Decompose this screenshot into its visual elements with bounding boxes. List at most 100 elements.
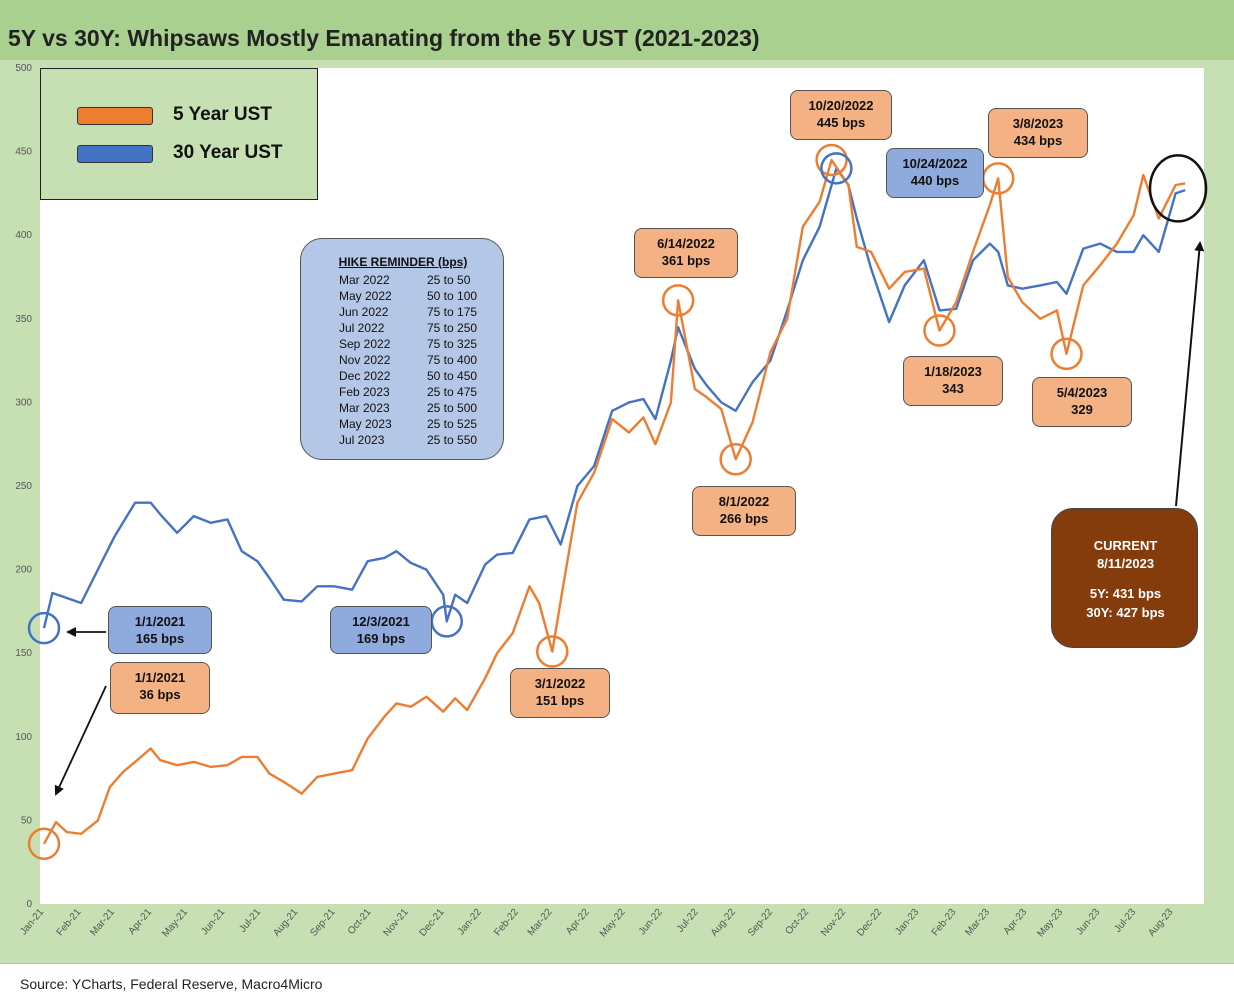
annotation-date: 1/18/2023 — [924, 364, 982, 379]
source-bar — [0, 963, 1234, 1001]
hike-month: May 2022 — [339, 289, 392, 303]
annotation-date: 1/1/2021 — [134, 614, 186, 629]
annotation-5y-mar22: 3/1/2022 151 bps — [510, 668, 610, 718]
x-tick-label: Jul-23 — [1112, 907, 1138, 935]
annotation-value: 165 bps — [135, 631, 185, 646]
y-tick-label: 450 — [15, 147, 32, 158]
x-tick-label: Jul-21 — [237, 907, 263, 935]
annotation-30y-dec21: 12/3/2021 169 bps — [330, 606, 432, 654]
legend-label-30y: 30 Year UST — [173, 142, 283, 163]
hike-row: Feb 2023 25 to 475 — [339, 385, 489, 401]
y-tick-label: 500 — [15, 63, 32, 74]
current-label: CURRENT — [1093, 538, 1158, 553]
y-tick-label: 350 — [15, 314, 32, 325]
hike-amount: 75 to 325 — [427, 337, 478, 351]
annotation-value: 169 bps — [356, 631, 406, 646]
hike-reminder-title: HIKE REMINDER (bps) — [338, 255, 468, 269]
annotation-value: 445 bps — [816, 115, 866, 130]
annotation-date: 10/20/2022 — [808, 98, 874, 113]
legend: 5 Year UST 30 Year UST — [40, 68, 318, 200]
hike-month: Jul 2022 — [339, 321, 385, 335]
annotation-date: 8/1/2022 — [718, 494, 770, 509]
series-line-5y — [42, 158, 1186, 845]
y-tick-label: 100 — [15, 732, 32, 743]
x-tick-label: Mar-22 — [526, 907, 555, 939]
x-tick-label: Feb-22 — [492, 907, 521, 939]
annotation-5y-jan23: 1/18/2023 343 — [903, 356, 1003, 406]
highlight-circle — [1050, 337, 1083, 371]
x-tick-label: Apr-23 — [1002, 907, 1030, 937]
hike-row: Mar 2022 25 to 50 — [339, 273, 489, 289]
hike-row: Mar 2023 25 to 500 — [339, 401, 489, 417]
legend-label-5y: 5 Year UST — [173, 104, 272, 125]
annotation-value: 343 — [942, 381, 964, 396]
x-tick-label: Jan-21 — [18, 907, 46, 938]
hike-amount: 25 to 550 — [427, 433, 478, 447]
hike-row: May 2022 50 to 100 — [339, 289, 489, 305]
annotation-30y-start: 1/1/2021 165 bps — [108, 606, 212, 654]
annotation-date: 5/4/2023 — [1056, 385, 1108, 400]
annotation-value: 361 bps — [661, 253, 711, 268]
x-tick-label: Jun-22 — [637, 907, 665, 938]
annotation-value: 266 bps — [719, 511, 769, 526]
hike-row: Dec 2022 50 to 450 — [339, 369, 489, 385]
hike-month: Mar 2023 — [339, 401, 390, 415]
x-tick-label: Oct-22 — [783, 907, 811, 937]
y-tick-label: 150 — [15, 648, 32, 659]
x-tick-label: Jun-21 — [199, 907, 227, 938]
legend-swatch-30y — [77, 145, 153, 163]
legend-swatch-5y — [77, 107, 153, 125]
current-30y-value: 30Y: 427 bps — [1086, 605, 1165, 620]
x-tick-label: Nov-21 — [382, 907, 411, 939]
hike-row: Sep 2022 75 to 325 — [339, 337, 489, 353]
hike-row: May 2023 25 to 525 — [339, 417, 489, 433]
current-values-box: CURRENT 8/11/2023 5Y: 431 bps 30Y: 427 b… — [1051, 508, 1198, 648]
plot-area — [40, 68, 1204, 904]
x-tick-label: Jul-22 — [675, 907, 701, 935]
annotation-value: 329 — [1071, 402, 1093, 417]
x-tick-label: Apr-22 — [564, 907, 592, 937]
x-tick-label: Feb-23 — [930, 907, 959, 939]
series-line-30y — [42, 167, 1186, 629]
hike-amount: 75 to 175 — [427, 305, 478, 319]
x-tick-label: Jun-23 — [1074, 907, 1102, 938]
hike-month: Feb 2023 — [339, 385, 390, 399]
annotation-date: 10/24/2022 — [902, 156, 968, 171]
x-tick-label: Aug-21 — [271, 907, 300, 939]
hike-amount: 25 to 50 — [427, 273, 471, 287]
arrow-current — [1175, 241, 1205, 507]
annotation-value: 440 bps — [910, 173, 960, 188]
annotation-5y-mar23: 3/8/2023 434 bps — [988, 108, 1088, 158]
x-tick-label: Mar-21 — [88, 907, 117, 939]
y-tick-label: 50 — [21, 815, 33, 826]
annotation-value: 434 bps — [1013, 133, 1063, 148]
y-tick-label: 250 — [15, 481, 32, 492]
hike-amount: 25 to 525 — [427, 417, 478, 431]
hike-amount: 75 to 250 — [427, 321, 478, 335]
y-tick-label: 400 — [15, 230, 32, 241]
annotation-5y-may23: 5/4/2023 329 — [1032, 377, 1132, 427]
annotation-5y-jun22: 6/14/2022 361 bps — [634, 228, 738, 278]
hike-amount: 25 to 500 — [427, 401, 478, 415]
x-tick-label: Aug-23 — [1146, 907, 1175, 939]
highlight-circle — [923, 314, 956, 347]
annotation-date: 1/1/2021 — [134, 670, 186, 685]
annotation-date: 3/8/2023 — [1012, 116, 1064, 131]
hike-month: Jun 2022 — [339, 305, 389, 319]
y-tick-label: 300 — [15, 397, 32, 408]
x-tick-label: Sep-22 — [746, 907, 775, 939]
hike-month: Dec 2022 — [339, 369, 391, 383]
hike-row: Nov 2022 75 to 400 — [339, 353, 489, 369]
hike-reminder-box: HIKE REMINDER (bps) Mar 2022 25 to 50 May … — [300, 238, 504, 460]
annotation-date: 6/14/2022 — [657, 236, 715, 251]
hike-month: Sep 2022 — [339, 337, 391, 351]
x-tick-label: Sep-21 — [308, 907, 337, 939]
hike-amount: 50 to 100 — [427, 289, 478, 303]
x-tick-label: Feb-21 — [55, 907, 84, 939]
highlight-circle — [815, 143, 848, 177]
x-tick-label: Jan-23 — [893, 907, 921, 938]
highlight-circle — [661, 284, 695, 317]
x-tick-label: Aug-22 — [709, 907, 738, 939]
hike-row: Jun 2022 75 to 175 — [339, 305, 489, 321]
x-tick-label: May-22 — [598, 907, 628, 940]
